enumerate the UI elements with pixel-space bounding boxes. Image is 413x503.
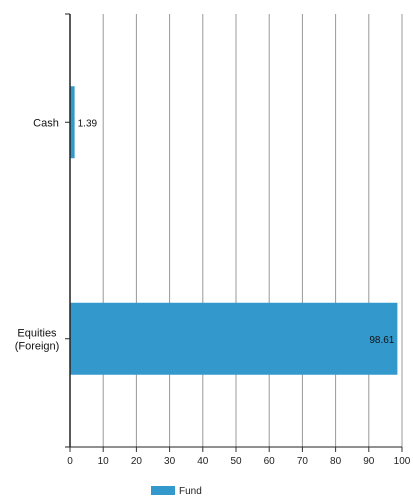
category-label: Equities (Foreign) — [15, 327, 60, 352]
x-tick-label: 70 — [297, 456, 309, 467]
x-tick-label: 90 — [363, 456, 375, 467]
legend-label: Fund — [179, 486, 202, 497]
bars — [70, 86, 398, 375]
x-tick-label: 40 — [197, 456, 209, 467]
x-tick-label: 60 — [264, 456, 276, 467]
bar-cash — [70, 86, 75, 159]
gridlines — [102, 14, 403, 447]
data-labels: 1.39 98.61 — [78, 118, 395, 346]
x-tick-label: 30 — [164, 456, 176, 467]
x-tick-label: 50 — [230, 456, 242, 467]
bar-equities-foreign — [70, 302, 398, 375]
legend-swatch — [151, 486, 175, 495]
x-tick-label: 10 — [98, 456, 110, 467]
x-tick-label: 0 — [67, 456, 73, 467]
x-tick-label: 80 — [330, 456, 342, 467]
axes — [65, 13, 402, 448]
legend: Fund — [151, 486, 202, 497]
category-labels: Cash Equities (Foreign) — [15, 117, 60, 352]
data-label: 1.39 — [78, 118, 98, 129]
x-axis-ticks: 0 10 20 30 40 50 60 70 80 90 100 — [67, 447, 411, 467]
x-tick-label: 20 — [131, 456, 143, 467]
category-label: Cash — [33, 117, 59, 129]
x-tick-label: 100 — [394, 456, 411, 467]
data-label: 98.61 — [369, 335, 394, 346]
